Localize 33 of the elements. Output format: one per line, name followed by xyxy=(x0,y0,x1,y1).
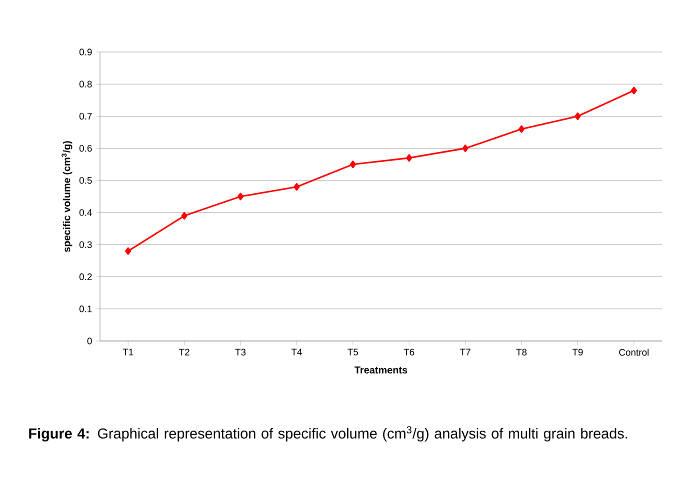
point xyxy=(350,160,356,168)
point xyxy=(125,247,132,255)
x-tick-label: T5 xyxy=(348,348,358,356)
x-tick-label: T8 xyxy=(516,348,527,356)
x-axis-title: Treatments xyxy=(354,366,408,374)
point xyxy=(406,154,412,162)
text: Figure 4: Graphical representation of specific volume (cm$^{3}$/g) analysis of multi grain breads. xyxy=(29,426,628,442)
y-tick-label: 0.5 xyxy=(79,177,92,184)
x-tick-label: T3 xyxy=(235,348,246,356)
x-tick-label: T6 xyxy=(404,348,414,356)
y-tick-label: 0.9 xyxy=(79,48,92,56)
y-tick-label: 0.2 xyxy=(79,273,92,280)
point xyxy=(181,212,188,220)
y-tick-label: 0 xyxy=(87,338,92,344)
x-tick-label: Control xyxy=(619,348,649,356)
point xyxy=(237,192,244,200)
x-tick-label: T4 xyxy=(291,348,302,356)
point xyxy=(294,183,300,191)
point xyxy=(574,112,581,120)
point xyxy=(462,144,468,152)
y-tick-label: 0.8 xyxy=(79,80,92,88)
y-tick-label: 0.4 xyxy=(79,209,92,216)
x-tick-label: T2 xyxy=(178,348,190,356)
point xyxy=(630,86,637,94)
y-tick-label: 0.7 xyxy=(79,112,92,120)
y-tick-label: 0.3 xyxy=(79,241,92,248)
x-tick-label: T7 xyxy=(460,348,470,356)
x-tick-label: T1 xyxy=(122,348,134,356)
y-tick-label: 0.6 xyxy=(79,144,92,152)
y-axis-title: specific volume (cm$^{3}$/g) xyxy=(62,141,72,252)
x-tick-label: T9 xyxy=(572,348,583,356)
y-tick-label: 0.1 xyxy=(79,306,92,312)
point xyxy=(518,125,525,133)
